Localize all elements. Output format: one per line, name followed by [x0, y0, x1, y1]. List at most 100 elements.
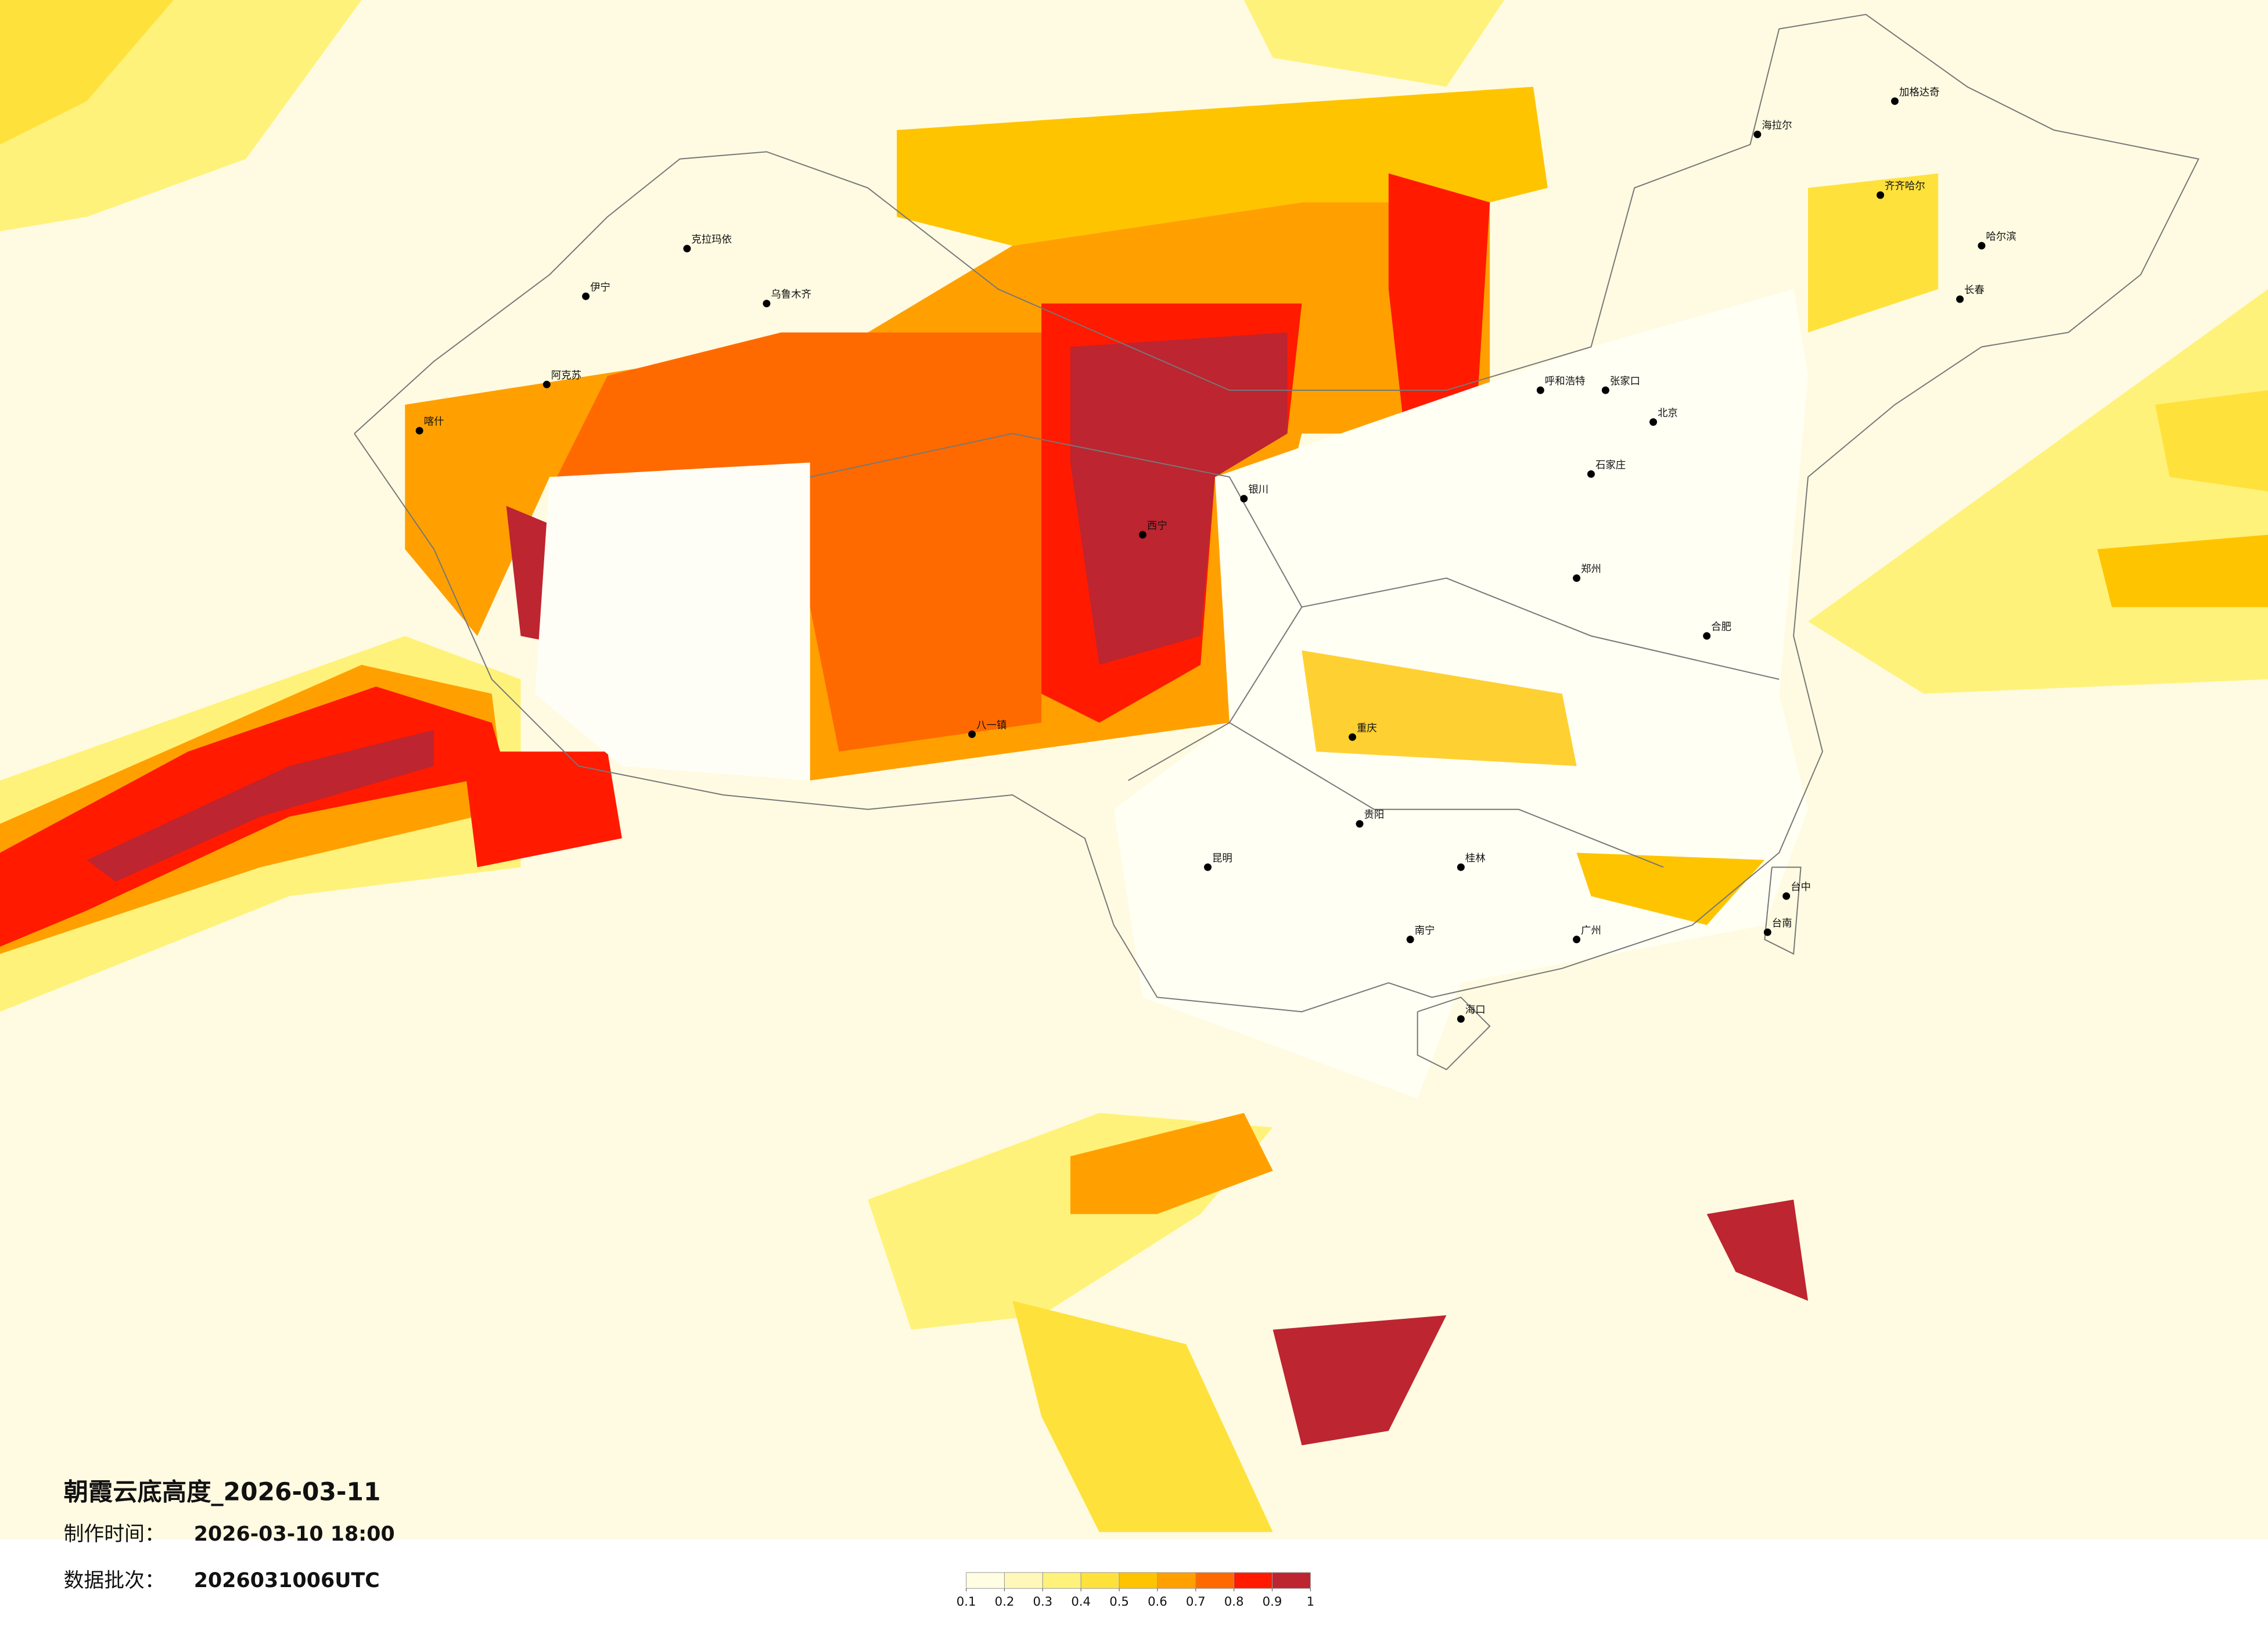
- city-label: 台南: [1772, 918, 1792, 929]
- city-label: 哈尔滨: [1986, 231, 2016, 243]
- city-dot: [1601, 386, 1609, 394]
- colorbar-label: 0.5: [1109, 1594, 1129, 1609]
- city-dot: [968, 730, 976, 738]
- city-label: 克拉玛依: [691, 234, 732, 246]
- colorbar-bin: [1080, 1572, 1120, 1589]
- city-label: 桂林: [1465, 852, 1486, 864]
- city: 克拉玛依: [683, 234, 732, 253]
- city: 重庆: [1349, 722, 1377, 741]
- map-title: 朝霞云底高度_2026-03-11: [64, 1477, 381, 1506]
- city-label: 北京: [1658, 408, 1678, 419]
- city: 石家庄: [1587, 459, 1626, 478]
- made-time: 2026-03-10 18:00: [194, 1523, 395, 1546]
- city-dot: [1573, 936, 1581, 944]
- colorbar-label: 0.2: [995, 1594, 1015, 1609]
- city: 八一镇: [968, 720, 1007, 738]
- city: 齐齐哈尔: [1877, 181, 1925, 199]
- city-label: 八一镇: [976, 720, 1007, 731]
- city-dot: [1204, 863, 1212, 871]
- city-label: 张家口: [1610, 376, 1640, 387]
- city-dot: [1138, 531, 1146, 539]
- colorbar-bin: [1195, 1572, 1235, 1589]
- city-label: 伊宁: [590, 282, 610, 293]
- city-label: 合肥: [1711, 621, 1731, 633]
- city-dot: [1753, 130, 1762, 138]
- city: 阿克苏: [542, 370, 581, 388]
- city-dot: [683, 244, 691, 253]
- city: 台南: [1763, 918, 1792, 936]
- city-label: 阿克苏: [551, 370, 581, 382]
- colorbar-label: 0.6: [1148, 1594, 1167, 1609]
- city: 长春: [1956, 285, 1985, 303]
- map-field: [0, 0, 2268, 1539]
- colorbar: 0.1 0.2 0.3 0.4 0.5 0.6 0.7 0.8 0.9 1: [957, 1572, 1314, 1609]
- city: 贵阳: [1356, 810, 1384, 828]
- city: 西宁: [1138, 520, 1167, 539]
- city-dot: [1763, 928, 1771, 936]
- colorbar-bin: [1119, 1572, 1158, 1589]
- city-dot: [763, 300, 771, 308]
- city-label: 台中: [1791, 882, 1811, 893]
- city: 北京: [1649, 408, 1678, 426]
- colorbar-label: 0.3: [1033, 1594, 1052, 1609]
- city: 昆明: [1204, 852, 1232, 871]
- city-label: 加格达奇: [1899, 87, 1940, 98]
- city-dot: [1978, 242, 1986, 250]
- city: 海拉尔: [1753, 120, 1792, 138]
- city-label: 喀什: [424, 416, 444, 428]
- city-dot: [1703, 632, 1711, 640]
- city-dot: [542, 380, 551, 388]
- city: 南宁: [1406, 925, 1435, 944]
- city-dot: [1406, 936, 1414, 944]
- city: 哈尔滨: [1978, 231, 2017, 250]
- made-label: 制作时间：: [64, 1523, 165, 1546]
- city-label: 西宁: [1147, 520, 1167, 532]
- city-label: 齐齐哈尔: [1885, 181, 1925, 192]
- colorbar-label: 1: [1307, 1594, 1314, 1609]
- city-label: 乌鲁木齐: [771, 289, 811, 301]
- city-dot: [1356, 820, 1364, 828]
- city-dot: [582, 292, 590, 300]
- city-dot: [1782, 892, 1791, 900]
- colorbar-label: 0.8: [1224, 1594, 1244, 1609]
- city-dot: [1956, 295, 1964, 303]
- colorbar-label: 0.9: [1263, 1594, 1282, 1609]
- city-dot: [1649, 418, 1658, 426]
- colorbar-bin: [1234, 1572, 1273, 1589]
- colorbar-bin: [1042, 1572, 1081, 1589]
- city-label: 石家庄: [1595, 459, 1626, 471]
- city: 呼和浩特: [1536, 376, 1585, 394]
- city-dot: [1573, 574, 1581, 582]
- batch-value: 2026031006UTC: [194, 1569, 380, 1592]
- city: 桂林: [1457, 852, 1486, 871]
- city-dot: [1349, 733, 1357, 741]
- city-dot: [1240, 495, 1248, 503]
- colorbar-bin: [1157, 1572, 1196, 1589]
- city-label: 南宁: [1415, 925, 1435, 937]
- city: 广州: [1573, 925, 1601, 944]
- city-label: 贵阳: [1364, 810, 1384, 821]
- city-dot: [1457, 863, 1465, 871]
- city-dot: [1877, 191, 1885, 199]
- colorbar-label: 0.1: [957, 1594, 976, 1609]
- city: 合肥: [1703, 621, 1731, 640]
- city-label: 海拉尔: [1762, 120, 1792, 132]
- colorbar-label: 0.7: [1186, 1594, 1206, 1609]
- colorbar-bin: [966, 1572, 1005, 1589]
- batch-label: 数据批次：: [64, 1569, 165, 1592]
- colorbar-bin: [1271, 1572, 1311, 1589]
- city: 海口: [1457, 1005, 1486, 1023]
- city: 张家口: [1601, 376, 1640, 394]
- city-dot: [1890, 97, 1899, 105]
- city-label: 长春: [1964, 285, 1985, 296]
- city-dot: [1587, 470, 1595, 478]
- city-dot: [415, 427, 423, 435]
- city-dot: [1536, 386, 1544, 394]
- city: 伊宁: [582, 282, 610, 300]
- city: 郑州: [1573, 564, 1601, 582]
- city-label: 重庆: [1357, 722, 1377, 734]
- city-label: 昆明: [1212, 852, 1232, 864]
- city-label: 广州: [1581, 925, 1601, 937]
